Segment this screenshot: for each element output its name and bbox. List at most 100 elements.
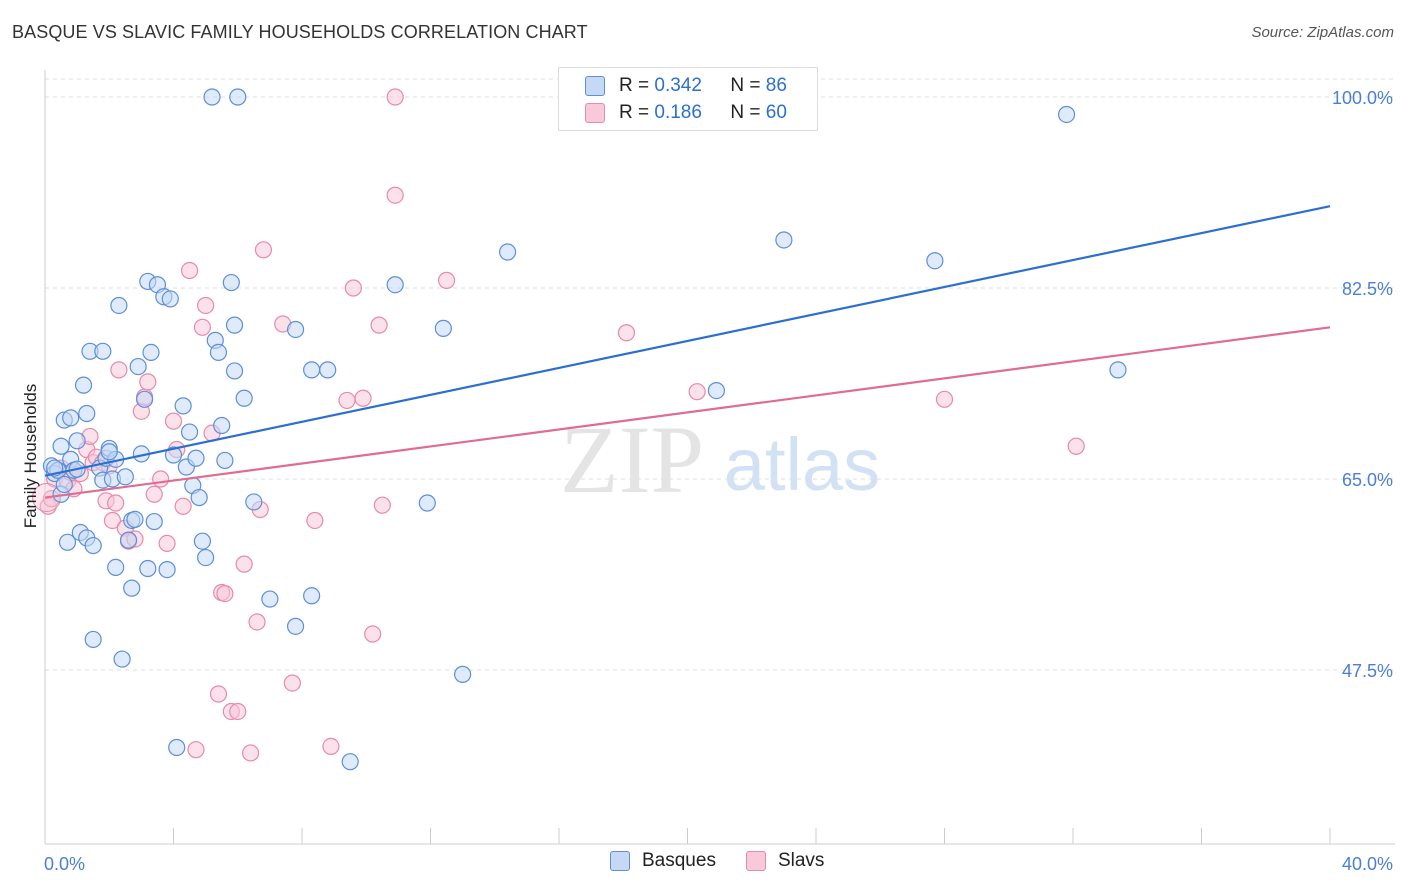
- slavs-trend-line: [44, 326, 1331, 499]
- basques-swatch-icon: [585, 76, 605, 96]
- basques-point: [168, 738, 186, 757]
- basques-point: [303, 361, 321, 379]
- basques-point: [418, 494, 436, 512]
- slavs-point: [235, 555, 253, 573]
- slavs-point: [354, 389, 372, 407]
- basques-point: [319, 361, 337, 379]
- basques-point: [158, 560, 176, 579]
- basques-point: [386, 276, 404, 294]
- slavs-point: [110, 361, 128, 379]
- slavs-point: [107, 494, 125, 512]
- slavs-point: [216, 584, 234, 603]
- basques-point: [303, 587, 321, 605]
- x-tick-label: 40.0%: [1342, 854, 1393, 874]
- slavs-point: [158, 534, 176, 552]
- y-tick-label: 65.0%: [1342, 470, 1393, 490]
- basques-point: [142, 343, 160, 361]
- basques-point: [164, 446, 183, 464]
- slavs-point: [306, 511, 324, 530]
- series-legend: Basques Slavs: [610, 850, 854, 872]
- basques-point: [225, 316, 244, 334]
- slavs-point: [187, 741, 205, 759]
- basques-point: [229, 88, 247, 106]
- basques-point: [225, 362, 244, 380]
- basques-point: [216, 451, 234, 470]
- y-axis-title: Family Households: [21, 384, 40, 529]
- basques-point: [209, 343, 228, 361]
- slavs-point: [617, 324, 636, 342]
- basques-legend-icon: [610, 851, 630, 871]
- slavs-legend-icon: [745, 851, 766, 871]
- slavs-point: [386, 88, 404, 106]
- basques-trend-line: [44, 205, 1331, 477]
- basques-point: [434, 319, 452, 337]
- slavs-r-value: 0.186: [654, 102, 702, 123]
- tick-labels: 47.5% 65.0% 82.5% 100.0% 0.0% 40.0%: [44, 88, 1393, 874]
- slavs-n-value: 60: [765, 102, 787, 123]
- basques-point: [197, 548, 215, 567]
- slavs-point: [283, 674, 301, 692]
- basques-point: [129, 357, 147, 376]
- basques-point: [174, 397, 192, 415]
- legend-item-basques[interactable]: Basques: [610, 850, 716, 872]
- basques-point: [193, 532, 212, 550]
- legend-item-slavs[interactable]: Slavs: [745, 850, 824, 872]
- basques-point: [161, 290, 179, 308]
- basques-point: [62, 409, 80, 427]
- slavs-r-label: R =: [619, 102, 650, 123]
- y-tick-label: 47.5%: [1342, 661, 1393, 681]
- basques-point: [286, 320, 305, 339]
- slavs-point: [139, 373, 157, 391]
- basques-point: [180, 423, 199, 441]
- legend-row-basques: R = 0.342 N = 86: [585, 73, 787, 99]
- stats-legend: R = 0.342 N = 86 R = 0.186 N = 60: [558, 67, 818, 131]
- basques-point: [78, 404, 96, 423]
- basques-point: [55, 475, 73, 494]
- basques-point: [74, 376, 93, 394]
- legend-row-slavs: R = 0.186 N = 60: [585, 100, 787, 126]
- y-tick-label: 100.0%: [1332, 88, 1393, 108]
- basques-point: [110, 296, 128, 315]
- slavs-point: [193, 318, 212, 336]
- basques-point: [139, 559, 157, 578]
- x-tick-label: 0.0%: [44, 854, 85, 874]
- slavs-swatch-icon: [585, 103, 605, 123]
- basques-n-value: 86: [765, 75, 787, 96]
- slavs-point: [386, 186, 404, 204]
- y-tick-label: 82.5%: [1342, 279, 1393, 299]
- basques-point: [84, 630, 102, 649]
- trend-lines: [44, 205, 1331, 499]
- slavs-point: [248, 613, 266, 631]
- basques-point: [454, 665, 472, 683]
- basques-r-value: 0.342: [654, 75, 702, 96]
- basques-point: [187, 449, 205, 467]
- slavs-point: [152, 470, 170, 488]
- slavs-point: [935, 390, 954, 408]
- source-label: Source: ZipAtlas.com: [1251, 24, 1394, 41]
- basques-point: [341, 753, 359, 771]
- slavs-point: [174, 497, 192, 515]
- watermark-zip: ZIP: [560, 406, 704, 513]
- basques-point: [926, 252, 944, 270]
- basques-n-label: N =: [730, 75, 761, 96]
- basques-point: [707, 381, 726, 400]
- basques-point: [286, 617, 305, 635]
- basques-points: [42, 88, 1127, 771]
- chart-title: BASQUE VS SLAVIC FAMILY HOUSEHOLDS CORRE…: [12, 22, 588, 42]
- grid-layer: [45, 78, 1395, 671]
- watermark-atlas: atlas: [724, 423, 880, 506]
- basques-point: [107, 558, 125, 577]
- basques-point: [68, 432, 86, 450]
- basques-legend-label: Basques: [642, 850, 716, 871]
- slavs-point: [437, 271, 456, 289]
- slavs-point: [338, 391, 356, 410]
- basques-point: [775, 231, 793, 249]
- basques-point: [119, 531, 138, 549]
- basques-point: [113, 650, 131, 668]
- basques-point: [203, 88, 221, 106]
- basques-point: [245, 493, 263, 511]
- basques-point: [213, 416, 231, 435]
- slavs-point: [242, 744, 260, 762]
- slavs-point: [145, 485, 163, 503]
- slavs-point: [322, 737, 340, 756]
